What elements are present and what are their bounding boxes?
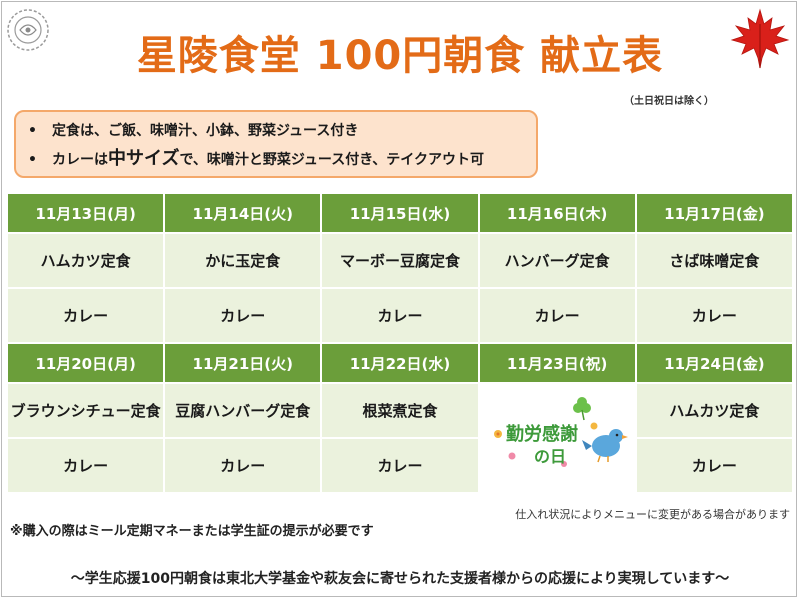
info-curry-text-c: で、味噌汁と野菜ジュース付き、テイクアウト可 xyxy=(179,152,484,168)
date-cell: 11月21日(火) xyxy=(163,342,323,384)
clover-icon xyxy=(573,397,592,421)
holiday-cell: 勤労感謝 の日 xyxy=(477,382,637,494)
bullet-icon: • xyxy=(28,123,37,139)
curry-cell: カレー xyxy=(5,437,166,494)
page-title: 星陵食堂 100円朝食 献立表 xyxy=(136,33,664,79)
holiday-name-line2: の日 xyxy=(534,447,566,466)
date-cell: 11月23日(祝) xyxy=(477,342,637,384)
holiday-name-line1: 勤労感謝 xyxy=(506,423,578,445)
curry-cell: カレー xyxy=(320,437,480,494)
curry-cell: カレー xyxy=(634,437,795,494)
date-cell: 11月15日(水) xyxy=(320,192,480,234)
week1-date-row: 11月13日(月) 11月14日(火) 11月15日(水) 11月16日(木) … xyxy=(5,192,795,234)
curry-cell: カレー xyxy=(320,287,480,344)
menu-info-box: • 定食は、ご飯、味噌汁、小鉢、野菜ジュース付き • カレーは中サイズで、味噌汁と野… xyxy=(14,110,538,178)
info-curry-size: 中サイズ xyxy=(108,148,180,169)
set-meal-cell: ブラウンシチュー定食 xyxy=(5,382,166,439)
set-meal-cell: さば味噌定食 xyxy=(634,232,795,289)
curry-cell: カレー xyxy=(163,287,323,344)
holiday-illustration: 勤労感謝 の日 xyxy=(494,397,629,467)
set-meal-cell: ハムカツ定食 xyxy=(634,382,795,439)
curry-cell: カレー xyxy=(163,437,323,494)
date-cell: 11月24日(金) xyxy=(634,342,795,384)
date-cell: 11月20日(月) xyxy=(5,342,166,384)
date-cell: 11月14日(火) xyxy=(163,192,323,234)
menu-table: 11月13日(月) 11月14日(火) 11月15日(水) 11月16日(木) … xyxy=(5,192,795,494)
bluebird-icon xyxy=(582,429,629,463)
date-cell: 11月16日(木) xyxy=(477,192,637,234)
date-cell: 11月13日(月) xyxy=(5,192,166,234)
set-meal-cell: マーボー豆腐定食 xyxy=(320,232,480,289)
date-cell: 11月22日(水) xyxy=(320,342,480,384)
set-meal-cell: ハンバーグ定食 xyxy=(477,232,637,289)
curry-cell: カレー xyxy=(634,287,795,344)
week2-curry-row: カレー カレー カレー カレー xyxy=(5,437,795,494)
set-meal-cell: 豆腐ハンバーグ定食 xyxy=(163,382,323,439)
info-line-curry: • カレーは中サイズで、味噌汁と野菜ジュース付き、テイクアウト可 xyxy=(28,145,536,172)
curry-cell: カレー xyxy=(5,287,166,344)
maple-leaf-icon xyxy=(730,8,790,69)
emblem-icon xyxy=(7,9,49,51)
bullet-icon: • xyxy=(28,152,37,168)
info-curry-text-a: カレーは xyxy=(52,152,108,168)
supply-change-note: 仕入れ状況によりメニューに変更がある場合があります xyxy=(515,508,790,521)
set-meal-cell: かに玉定食 xyxy=(163,232,323,289)
date-cell: 11月17日(金) xyxy=(634,192,795,234)
curry-cell: カレー xyxy=(477,287,637,344)
set-meal-cell: ハムカツ定食 xyxy=(5,232,166,289)
info-set-meal-text: 定食は、ご飯、味噌汁、小鉢、野菜ジュース付き xyxy=(52,123,359,139)
week1-curry-row: カレー カレー カレー カレー カレー xyxy=(5,287,795,344)
flower-icon xyxy=(494,422,598,467)
purchase-requirement-note: ※購入の際はミール定期マネーまたは学生証の提示が必要です xyxy=(10,524,374,539)
week1-set-meal-row: ハムカツ定食 かに玉定食 マーボー豆腐定食 ハンバーグ定食 さば味噌定食 xyxy=(5,232,795,289)
week2-set-meal-row: ブラウンシチュー定食 豆腐ハンバーグ定食 根菜煮定食 xyxy=(5,382,795,494)
weekend-holiday-note: （土日祝日は除く） xyxy=(624,96,714,107)
set-meal-cell: 根菜煮定食 xyxy=(320,382,480,439)
sponsor-footer-note: ～学生応援100円朝食は東北大学基金や萩友会に寄せられた支援者様からの応援により… xyxy=(70,571,730,587)
info-line-set-meal: • 定食は、ご飯、味噌汁、小鉢、野菜ジュース付き xyxy=(28,118,536,145)
week2-date-row: 11月20日(月) 11月21日(火) 11月22日(水) 11月23日(祝) … xyxy=(5,342,795,384)
